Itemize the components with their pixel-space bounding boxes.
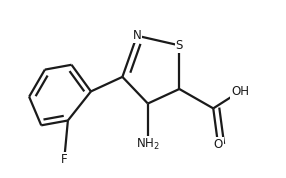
Text: F: F: [61, 153, 67, 166]
Text: S: S: [176, 39, 183, 52]
Text: NH$_2$: NH$_2$: [136, 137, 160, 152]
Text: N: N: [133, 29, 141, 42]
Text: O: O: [213, 138, 223, 151]
Text: OH: OH: [231, 85, 249, 98]
